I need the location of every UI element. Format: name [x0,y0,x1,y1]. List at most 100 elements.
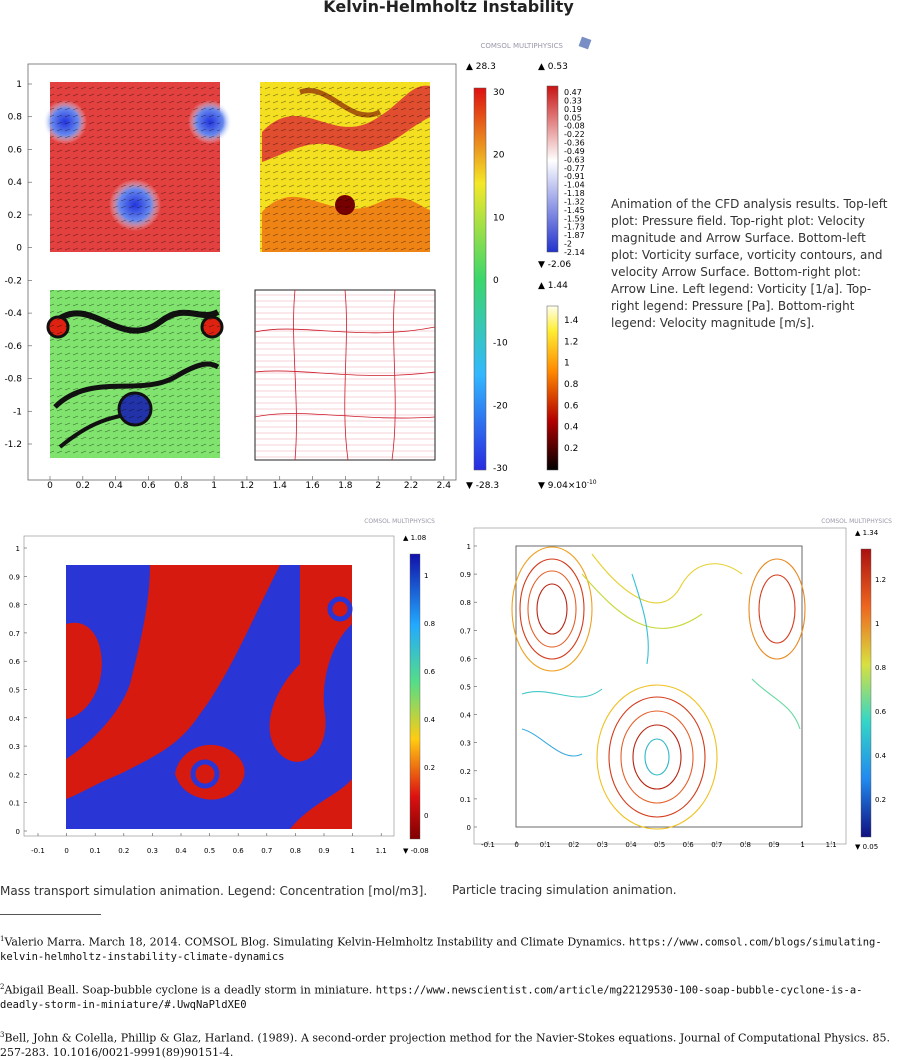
legend-tick-label: 0.2 [875,796,886,804]
legend-tick-label: -1.59 [564,214,585,223]
particle-trajectories-plot [511,545,806,830]
y-tick-label: 0.3 [460,740,471,748]
watermark: COMSOL MULTIPHYSICS [821,518,892,525]
y-tick-label: 0 [16,244,22,254]
legend-tick-label: -1.87 [564,231,585,240]
x-tick-label: -0.1 [31,847,45,855]
x-tick-label: 0.1 [90,847,101,855]
x-tick-label: 0.5 [654,841,665,849]
y-tick-label: 0.1 [460,796,471,804]
y-tick-label: 0.6 [460,655,472,663]
page-title: Kelvin-Helmholtz Instability [323,0,574,16]
legend-tick-label: -0.36 [564,139,585,148]
legend-tick-label: -0.08 [564,122,585,131]
y-tick-label: 0.5 [460,684,471,692]
concentration-plot [66,565,353,829]
x-tick-label: 2.4 [437,481,452,491]
legend-tick-label: 30 [493,88,505,98]
legend-tick-label: -0.91 [564,172,585,181]
velocity-legend: ▲ 1.44 1.4 1.2 1 0.8 0.6 0.4 0.2 ▼ 9.04×10-10 [538,281,597,491]
legend-min: ▼ -28.3 [466,481,499,491]
x-tick-label: 1.4 [273,481,288,491]
y-tick-label: 0.8 [9,602,20,610]
legend-tick-label: 1 [424,572,428,580]
x-tick-label: 0.2 [568,841,579,849]
x-tick-label: 0.2 [76,481,90,491]
y-tick-label: -0.6 [4,342,22,352]
y-tick-label: 0.8 [8,113,23,123]
legend-tick-label: 0.8 [875,664,886,672]
footnote-2: 2Abigail Beall. Soap-bubble cyclone is a… [0,983,863,1011]
legend-tick-label: 20 [493,151,505,161]
legend-tick-label: 0.8 [564,380,579,390]
legend-tick-label: 0.4 [424,716,436,724]
y-tick-label: -1.2 [4,440,22,450]
y-tick-label: 0.7 [460,627,471,635]
vorticity-plot [46,290,224,458]
y-tick-label: 0.9 [460,571,471,579]
y-tick-label: 0 [467,824,471,832]
legend-max: ▲ 0.53 [538,62,568,72]
legend-tick-label: -2.14 [564,248,585,257]
y-tick-label: 0.2 [8,211,22,221]
x-tick-label: 1.1 [826,841,837,849]
legend-tick-label: 0.6 [875,708,887,716]
legend-tick-label: 0.05 [564,113,582,122]
legend-min: ▼ 0.05 [855,843,878,851]
legend-min: ▼ -2.06 [538,260,571,270]
y-tick-label: 0.4 [8,178,23,188]
y-axis-ticks: 1 0.9 0.8 0.7 0.6 0.5 0.4 0.3 0.2 0.1 0 [9,545,27,836]
figure1-caption: Animation of the CFD analysis results. T… [611,197,888,330]
x-tick-label: 1 [350,847,354,855]
legend-max: ▲ 28.3 [466,62,496,72]
legend-tick-label: 0.2 [424,764,435,772]
legend-tick-label: 0.47 [564,88,582,97]
footnote-link[interactable]: https://www.comsol.com/blogs/simulating-… [0,936,882,963]
x-tick-label: 0.4 [108,481,123,491]
legend-min: ▼ 9.04×10-10 [538,479,597,491]
y-tick-label: 0.8 [460,599,471,607]
x-tick-label: 0.6 [141,481,156,491]
figure2-caption: Mass transport simulation animation. Leg… [0,884,428,898]
y-tick-label: 0 [16,828,20,836]
x-tick-label: 0 [514,841,518,849]
y-tick-label: 0.9 [9,573,20,581]
pressure-field-plot [43,82,232,252]
x-tick-label: 0.9 [318,847,329,855]
x-tick-label: 0.8 [174,481,189,491]
x-tick-label: 0.7 [711,841,722,849]
x-tick-label: 2.2 [404,481,418,491]
legend-tick-label: -1.32 [564,197,585,206]
footnote-link[interactable]: https://www.newscientist.com/article/mg2… [0,984,863,1011]
x-tick-label: 0.4 [175,847,187,855]
y-tick-label: 1 [467,543,471,551]
y-tick-label: 0.7 [9,630,20,638]
y-tick-label: 0.6 [9,658,21,666]
legend-tick-label: -1.45 [564,206,585,215]
legend-tick-label: 1 [875,620,879,628]
x-tick-label: 1 [211,481,217,491]
legend-tick-label: 0.8 [424,620,435,628]
x-tick-label: 0.7 [261,847,272,855]
y-tick-label: 0.4 [9,715,21,723]
legend-tick-label: 0.33 [564,96,582,105]
y-axis-ticks: 1 0.8 0.6 0.4 0.2 0 -0.2 -0.4 -0.6 -0.8 -1 -1.2 [4,80,32,450]
x-tick-label: 0.3 [597,841,608,849]
x-axis-ticks: -0.1 0 0.1 0.2 0.3 0.4 0.5 0.6 0.7 0.8 0.9 1 1.1 [481,841,837,849]
x-tick-label: 0.6 [233,847,245,855]
legend-max: ▲ 1.44 [538,281,568,291]
y-tick-label: 0.4 [460,712,472,720]
legend-tick-label: -1.04 [564,181,585,190]
y-axis-ticks: 1 0.9 0.8 0.7 0.6 0.5 0.4 0.3 0.2 0.1 0 [460,543,477,832]
legend-tick-label: 0.6 [424,668,436,676]
footnote-divider [0,914,101,915]
x-tick-label: 0.4 [625,841,637,849]
x-tick-label: 0.8 [290,847,301,855]
vorticity-legend: ▲ 28.3 30 20 10 0 -10 -20 -30 ▼ -28.3 [466,62,508,491]
x-tick-label: 0.2 [118,847,129,855]
y-tick-label: -0.4 [4,309,22,319]
x-tick-label: 2 [375,481,381,491]
watermark: COMSOL MULTIPHYSICS [480,42,563,50]
mass-transport-figure: COMSOL MULTIPHYSICS -0.1 0 0.1 0.2 0.3 0.4 0.5… [9,518,436,855]
y-tick-label: 0.6 [8,145,23,155]
